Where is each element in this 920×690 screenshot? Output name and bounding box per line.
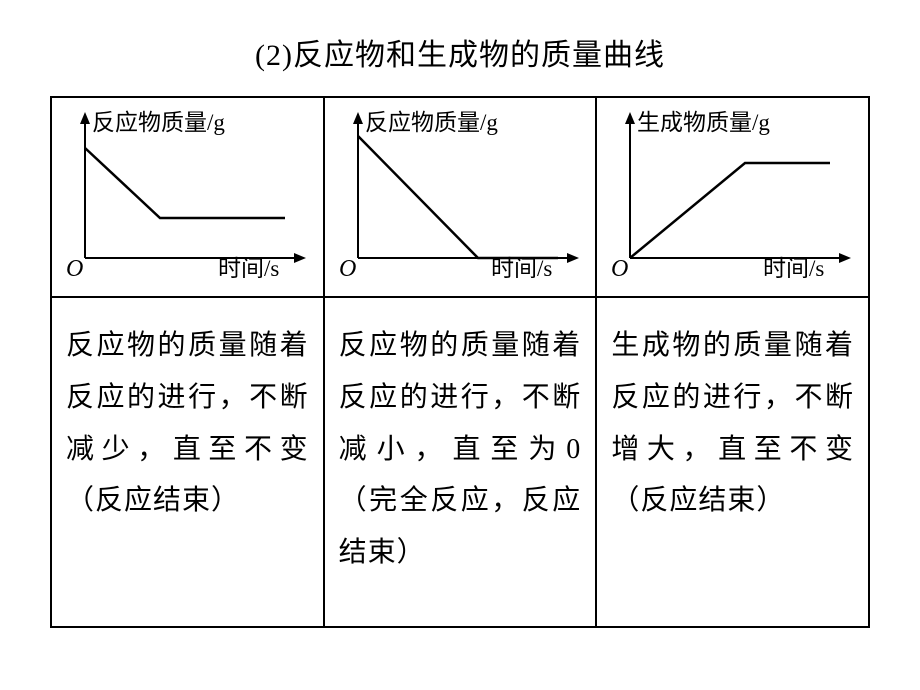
y-axis-arrow [353,112,363,124]
origin-label-1: O [66,256,83,278]
chart-2: 反应物质量/g O 时间/s [333,108,583,278]
y-axis-label-2: 反应物质量/g [365,110,498,135]
chart-1: 反应物质量/g O 时间/s [60,108,310,278]
desc-cell-1: 反应物的质量随着反应的进行，不断减少，直至不变（反应结束） [51,297,324,627]
chart-row: 反应物质量/g O 时间/s 反应物质量/g O 时间/s [51,97,869,297]
desc-cell-2: 反应物的质量随着反应的进行，不断减小，直至为0（完全反应，反应结束） [324,297,597,627]
origin-label-3: O [611,256,628,278]
x-axis-arrow [294,253,306,263]
section-title: (2)反应物和生成物的质量曲线 [50,30,870,74]
x-axis-label-1: 时间/s [218,256,279,278]
chart-3: 生成物质量/g O 时间/s [605,108,855,278]
chart-cell-2: 反应物质量/g O 时间/s [324,97,597,297]
y-axis-arrow [625,112,635,124]
y-axis-arrow [80,112,90,124]
x-axis-label-3: 时间/s [763,256,824,278]
origin-label-2: O [339,256,356,278]
x-axis-arrow [567,253,579,263]
y-axis-label-3: 生成物质量/g [637,110,770,135]
desc-row: 反应物的质量随着反应的进行，不断减少，直至不变（反应结束） 反应物的质量随着反应… [51,297,869,627]
desc-cell-3: 生成物的质量随着反应的进行，不断增大，直至不变（反应结束） [596,297,869,627]
chart-table: 反应物质量/g O 时间/s 反应物质量/g O 时间/s [50,96,870,628]
curve-3 [630,163,830,258]
chart-cell-3: 生成物质量/g O 时间/s [596,97,869,297]
chart-cell-1: 反应物质量/g O 时间/s [51,97,324,297]
y-axis-label-1: 反应物质量/g [92,110,225,135]
curve-2 [358,136,558,258]
x-axis-arrow [839,253,851,263]
x-axis-label-2: 时间/s [491,256,552,278]
curve-1 [85,148,285,218]
